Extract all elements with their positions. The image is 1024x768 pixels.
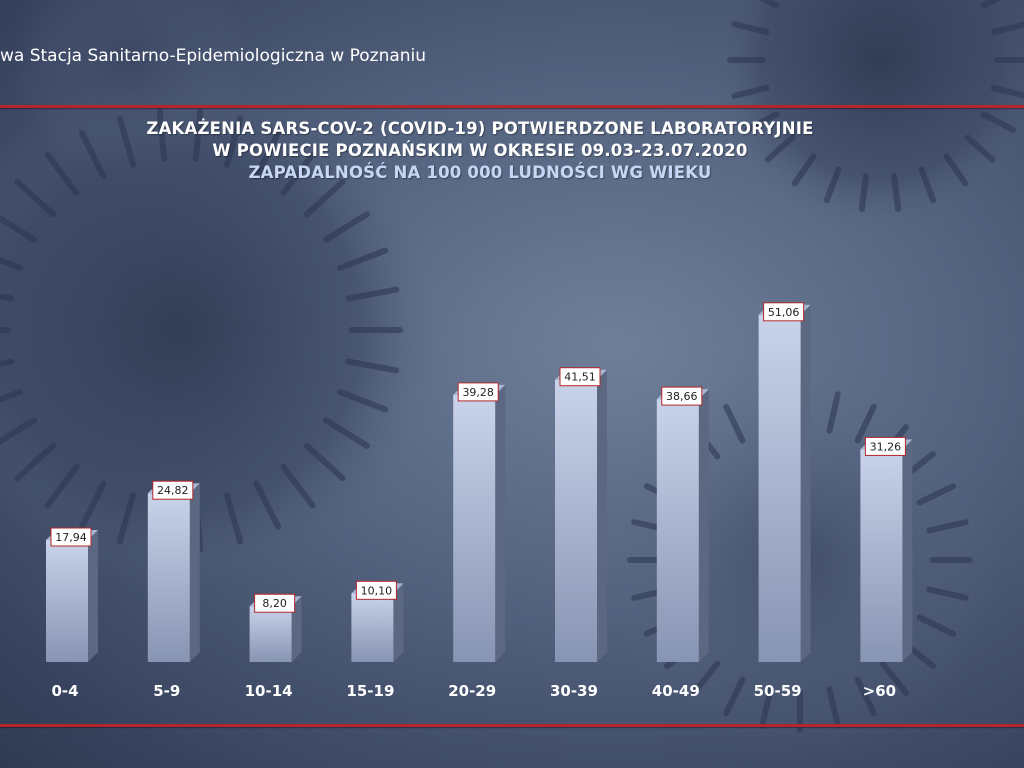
chart-title-block: ZAKAŻENIA SARS-COV-2 (COVID-19) POTWIERD… xyxy=(0,118,960,184)
bar-front xyxy=(46,540,88,662)
bar-side xyxy=(902,439,913,662)
bar-front xyxy=(453,394,496,662)
value-label-box xyxy=(864,436,906,456)
bar-side xyxy=(698,389,709,662)
value-label-box xyxy=(763,302,805,322)
bar-40-49 xyxy=(656,389,709,662)
category-label: 10-14 xyxy=(245,682,293,700)
bar->60 xyxy=(860,439,913,662)
bar-30-39 xyxy=(555,369,607,662)
value-label: 31,26 xyxy=(870,440,902,453)
category-label: 20-29 xyxy=(448,682,496,700)
bar-side xyxy=(597,369,607,662)
bar-front xyxy=(351,593,394,662)
bar-side xyxy=(88,530,98,662)
value-label-box xyxy=(355,580,397,600)
institution-header: wa Stacja Sanitarno-Epidemiologiczna w P… xyxy=(0,46,427,66)
chart-title-line-1: ZAKAŻENIA SARS-COV-2 (COVID-19) POTWIERD… xyxy=(146,119,814,138)
value-label: 51,06 xyxy=(768,306,800,319)
top-rule-line xyxy=(0,105,1024,108)
category-label: 30-39 xyxy=(550,682,598,700)
bar-0-4 xyxy=(46,530,98,662)
chart-subtitle: ZAPADALNOŚĆ NA 100 000 LUDNOŚCI WG WIEKU xyxy=(248,163,712,182)
value-label: 10,10 xyxy=(361,584,393,597)
category-label: 5-9 xyxy=(153,682,180,700)
category-label: >60 xyxy=(863,682,896,700)
value-label-box xyxy=(559,367,601,387)
value-label-box xyxy=(457,382,499,402)
value-label-box xyxy=(254,593,296,613)
bar-5-9 xyxy=(147,483,200,662)
bar-side xyxy=(495,384,506,662)
value-label: 38,66 xyxy=(666,390,698,403)
value-label-box xyxy=(50,527,92,547)
bar-front xyxy=(656,399,699,662)
category-label: 0-4 xyxy=(51,682,78,700)
bar-front xyxy=(860,449,903,662)
category-label: 50-59 xyxy=(754,682,802,700)
value-label-box xyxy=(152,480,194,500)
bar-20-29 xyxy=(453,384,506,662)
value-label: 41,51 xyxy=(564,371,596,384)
value-label: 39,28 xyxy=(462,386,494,399)
chart-title-line-2: W POWIECIE POZNAŃSKIM W OKRESIE 09.03-23… xyxy=(212,141,748,160)
value-label: 24,82 xyxy=(157,484,189,497)
bar-front xyxy=(555,379,597,662)
bar-side xyxy=(189,483,200,662)
category-label: 40-49 xyxy=(652,682,700,700)
bar-front xyxy=(249,606,292,662)
bar-front xyxy=(758,314,801,662)
value-label: 8,20 xyxy=(262,597,287,610)
value-label: 17,94 xyxy=(55,531,87,544)
bar-side xyxy=(800,304,811,662)
bar-front xyxy=(147,493,190,662)
value-label-box xyxy=(661,386,703,406)
bar-50-59 xyxy=(758,304,811,662)
category-label: 15-19 xyxy=(346,682,394,700)
bottom-rule-line xyxy=(0,724,1024,727)
bar-side xyxy=(393,583,404,662)
